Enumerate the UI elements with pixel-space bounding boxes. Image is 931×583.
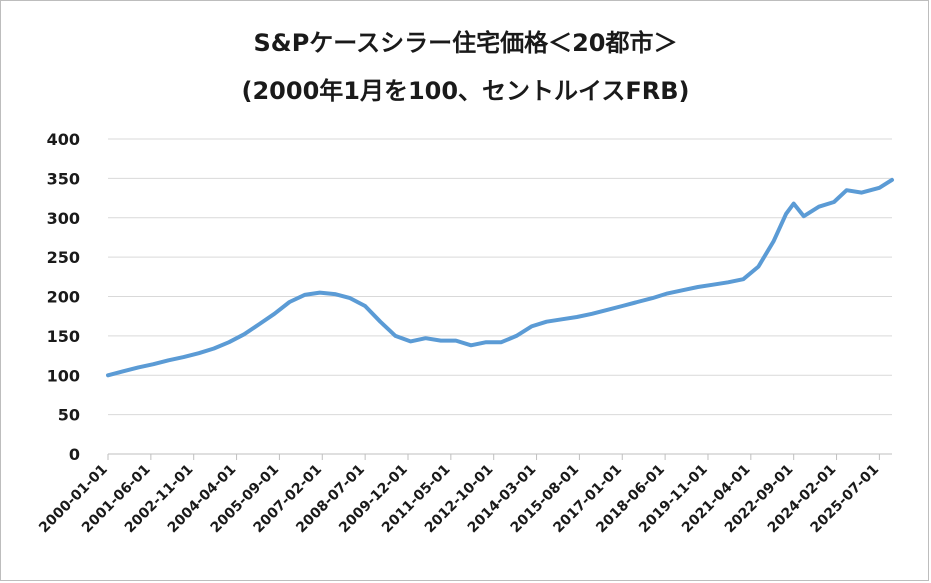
y-tick-label: 200 — [47, 288, 80, 307]
chart-subtitle: (2000年1月を100、セントルイスFRB) — [241, 77, 690, 105]
y-tick-label: 50 — [58, 406, 80, 425]
y-tick-label: 350 — [47, 169, 80, 188]
y-tick-label: 0 — [69, 445, 80, 464]
y-tick-label: 300 — [47, 209, 80, 228]
y-tick-label: 250 — [47, 248, 80, 267]
y-tick-label: 100 — [47, 366, 80, 385]
series-line — [106, 177, 894, 378]
chart-title: S&Pケースシラー住宅価格＜20都市＞ — [253, 29, 678, 57]
y-tick-label: 400 — [47, 130, 80, 149]
y-tick-label: 150 — [47, 327, 80, 346]
